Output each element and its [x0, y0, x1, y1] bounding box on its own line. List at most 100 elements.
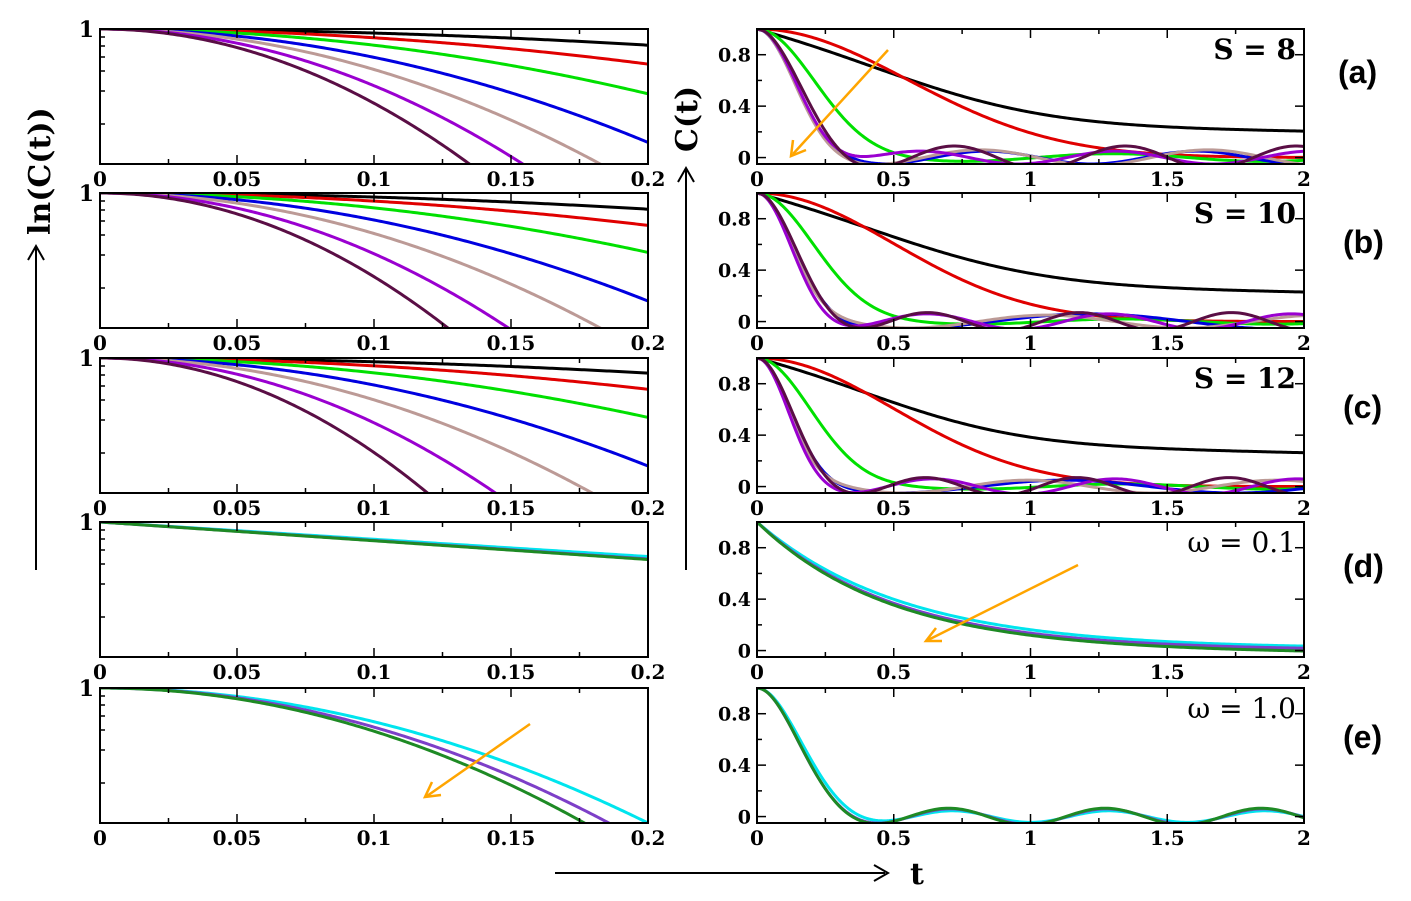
- a-right-xtick-label: 0: [750, 167, 764, 191]
- a-right-series-black: [757, 29, 1304, 133]
- d-right-series-darkgreen: [757, 522, 1304, 653]
- b-right-annotation: S = 10: [1194, 197, 1296, 230]
- right-ylabel-group: C(t): [670, 86, 705, 570]
- trend-arrow-e: [422, 722, 531, 799]
- c-right-xtick-label: 1.5: [1150, 496, 1185, 520]
- panel-label-a: (a): [1338, 54, 1377, 90]
- a-left-xtick-label: 0.2: [631, 167, 666, 191]
- right-ylabel: C(t): [670, 86, 705, 152]
- d-right-ytick-label: 0.8: [718, 538, 751, 560]
- b-left-xtick-label: 0.2: [631, 331, 666, 355]
- d-left-xtick-label: 0.05: [213, 660, 262, 684]
- panel-label-c: (c): [1343, 389, 1382, 425]
- b-right-xtick-label: 2: [1297, 331, 1311, 355]
- c-left-axes-frame: [99, 357, 649, 494]
- c-right-series-black: [757, 358, 1304, 455]
- a-left-xtick-label: 0.15: [487, 167, 536, 191]
- b-right-ytick-label: 0: [738, 312, 751, 334]
- b-left-axes-frame: [99, 192, 649, 329]
- panel-e-left-plot: 0 0.05 0.1 0.15 0.2 1: [79, 676, 666, 850]
- panel-label-b: (b): [1343, 224, 1384, 260]
- trend-arrows: [422, 49, 1079, 799]
- c-right-xtick-label: 1: [1024, 496, 1038, 520]
- b-left-series-violet: [100, 193, 512, 328]
- e-left-xtick-label: 0.2: [631, 826, 666, 850]
- b-left-xtick-label: 0.15: [487, 331, 536, 355]
- a-right-ytick-label: 0.8: [718, 45, 751, 67]
- b-right-xtick-label: 1: [1024, 331, 1038, 355]
- panel-b-right-plot: 0 0.5 1 1.5 2 0 0.4 0.8 S = 10: [718, 192, 1311, 355]
- e-left-xtick-label: 0.05: [213, 826, 262, 850]
- right-ylabel-arrowhead: [677, 165, 695, 183]
- e-left-series-darkgreen: [100, 688, 588, 823]
- d-right-xtick-label: 0: [750, 660, 764, 684]
- panel-c-left-plot: 0 0.05 0.1 0.15 0.2 1: [79, 346, 666, 520]
- trend-arrow-a: [789, 49, 889, 158]
- c-right-ytick-label: 0.4: [718, 425, 751, 447]
- c-right-ytick-label: 0.8: [718, 374, 751, 396]
- a-left-series-rosybrown: [100, 29, 604, 164]
- e-left-ytick-label: 1: [79, 676, 94, 702]
- xlabel-arrowhead: [873, 864, 891, 882]
- b-left-series-maroon: [100, 193, 451, 328]
- a-right-series-maroon: [757, 29, 1304, 164]
- e-right-xtick-label: 0: [750, 826, 764, 850]
- left-ylabel-arrowhead: [27, 243, 45, 261]
- panel-labels: (a) (b) (c) (d) (e): [1338, 54, 1384, 755]
- d-left-xtick-label: 0.15: [487, 660, 536, 684]
- a-right-xtick-label: 0.5: [876, 167, 911, 191]
- d-left-series-group: [100, 522, 648, 562]
- b-left-xtick-label: 0.05: [213, 331, 262, 355]
- c-left-xtick-label: 0.2: [631, 496, 666, 520]
- a-left-axes-frame: [99, 28, 649, 165]
- d-left-series-darkgreen: [100, 522, 648, 562]
- a-right-ytick-label: 0: [738, 148, 751, 170]
- b-right-series-black: [757, 193, 1304, 294]
- panel-b-left-plot: 0 0.05 0.1 0.15 0.2 1: [79, 181, 666, 355]
- panel-d-left-plot: 0 0.05 0.1 0.15 0.2 1: [79, 510, 666, 684]
- c-right-ytick-label: 0: [738, 477, 751, 499]
- e-right-ytick-label: 0.8: [718, 704, 751, 726]
- c-left-xtick-label: 0: [93, 496, 107, 520]
- e-right-annotation: ω = 1.0: [1187, 692, 1296, 725]
- c-right-xtick-label: 2: [1297, 496, 1311, 520]
- panel-label-e: (e): [1343, 719, 1382, 755]
- panel-a-left-plot: 0 0.05 0.1 0.15 0.2 1: [79, 17, 666, 191]
- c-right-xtick-label: 0.5: [876, 496, 911, 520]
- a-left-xtick-label: 0: [93, 167, 107, 191]
- d-right-ytick-label: 0: [738, 641, 751, 663]
- b-left-xtick-label: 0: [93, 331, 107, 355]
- c-left-series-maroon: [100, 358, 430, 493]
- panel-c-right-plot: 0 0.5 1 1.5 2 0 0.4 0.8 S = 12: [718, 357, 1311, 520]
- c-left-xtick-label: 0.1: [357, 496, 392, 520]
- b-left-ytick-label: 1: [79, 181, 94, 207]
- panel-a-right-plot: 0 0.5 1 1.5 2 0 0.4 0.8 S = 8: [718, 28, 1311, 191]
- e-right-xtick-label: 1.5: [1150, 826, 1185, 850]
- left-ylabel-group: ln(C(t)): [23, 107, 58, 570]
- a-left-xtick-label: 0.1: [357, 167, 392, 191]
- c-left-xtick-label: 0.05: [213, 496, 262, 520]
- a-right-series-red: [757, 29, 1304, 159]
- d-right-series-group: [757, 522, 1304, 653]
- c-left-xtick-label: 0.15: [487, 496, 536, 520]
- d-right-series-cyan: [757, 522, 1304, 648]
- c-right-xtick-label: 0: [750, 496, 764, 520]
- b-right-series-blue: [757, 193, 1304, 328]
- a-left-series-maroon: [100, 29, 472, 164]
- d-right-xtick-label: 1: [1024, 660, 1038, 684]
- a-right-ytick-label: 0.4: [718, 96, 751, 118]
- a-left-ytick-label: 1: [79, 17, 94, 43]
- xlabel-group: t: [555, 857, 924, 892]
- a-right-xtick-label: 1: [1024, 167, 1038, 191]
- c-left-ytick-label: 1: [79, 346, 94, 372]
- a-right-annotation: S = 8: [1213, 33, 1296, 66]
- panel-e-right-plot: 0 0.5 1 1.5 2 0 0.4 0.8 ω = 1.0: [718, 687, 1311, 850]
- e-right-xtick-label: 2: [1297, 826, 1311, 850]
- c-left-series-rosybrown: [100, 358, 596, 493]
- e-right-series-darkgreen: [757, 688, 1304, 823]
- c-left-series-blue: [100, 358, 648, 468]
- b-right-xtick-label: 1.5: [1150, 331, 1185, 355]
- e-left-xtick-label: 0: [93, 826, 107, 850]
- d-right-annotation: ω = 0.1: [1187, 526, 1296, 559]
- c-right-series-rosybrown: [757, 358, 1304, 493]
